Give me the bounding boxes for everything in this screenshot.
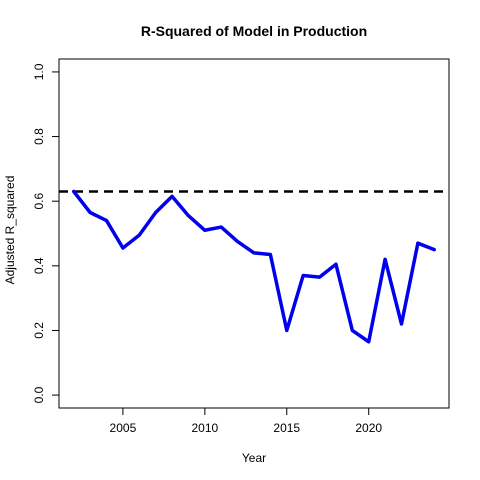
y-axis-label: Adjusted R_squared [3, 176, 17, 285]
x-tick-label: 2005 [110, 421, 137, 435]
data-point [384, 258, 386, 260]
data-point [237, 241, 239, 243]
y-tick-label: 0.0 [32, 386, 46, 403]
data-point [106, 220, 108, 222]
chart-title: R-Squared of Model in Production [141, 23, 367, 39]
data-point [253, 252, 255, 254]
data-point [155, 211, 157, 213]
x-tick-label: 2010 [191, 421, 218, 435]
data-point [269, 254, 271, 256]
data-point [302, 275, 304, 277]
data-point [319, 276, 321, 278]
data-point [335, 263, 337, 265]
data-point [138, 234, 140, 236]
y-tick-label: 0.4 [32, 257, 46, 274]
x-tick-label: 2020 [355, 421, 382, 435]
y-tick-label: 1.0 [32, 63, 46, 80]
y-tick-label: 0.6 [32, 193, 46, 210]
plot-border [58, 58, 450, 409]
data-point [433, 249, 435, 251]
data-point [417, 242, 419, 244]
x-tick-label: 2015 [273, 421, 300, 435]
series-group [72, 189, 436, 344]
data-point [368, 341, 370, 343]
data-point [400, 323, 402, 325]
data-point [171, 195, 173, 197]
data-point [89, 211, 91, 213]
data-point [351, 329, 353, 331]
data-point [73, 190, 75, 192]
data-point [220, 226, 222, 228]
series-line [72, 189, 436, 344]
y-tick-label: 0.8 [32, 128, 46, 145]
data-point [187, 215, 189, 217]
data-point [204, 229, 206, 231]
axes: 2005 2010 2015 2020 0.0 0.2 0.4 0.6 0.8 1.0 [32, 63, 382, 435]
data-point [122, 247, 124, 249]
x-axis-label: Year [242, 451, 266, 465]
y-tick-label: 0.2 [32, 322, 46, 339]
data-point [286, 329, 288, 331]
